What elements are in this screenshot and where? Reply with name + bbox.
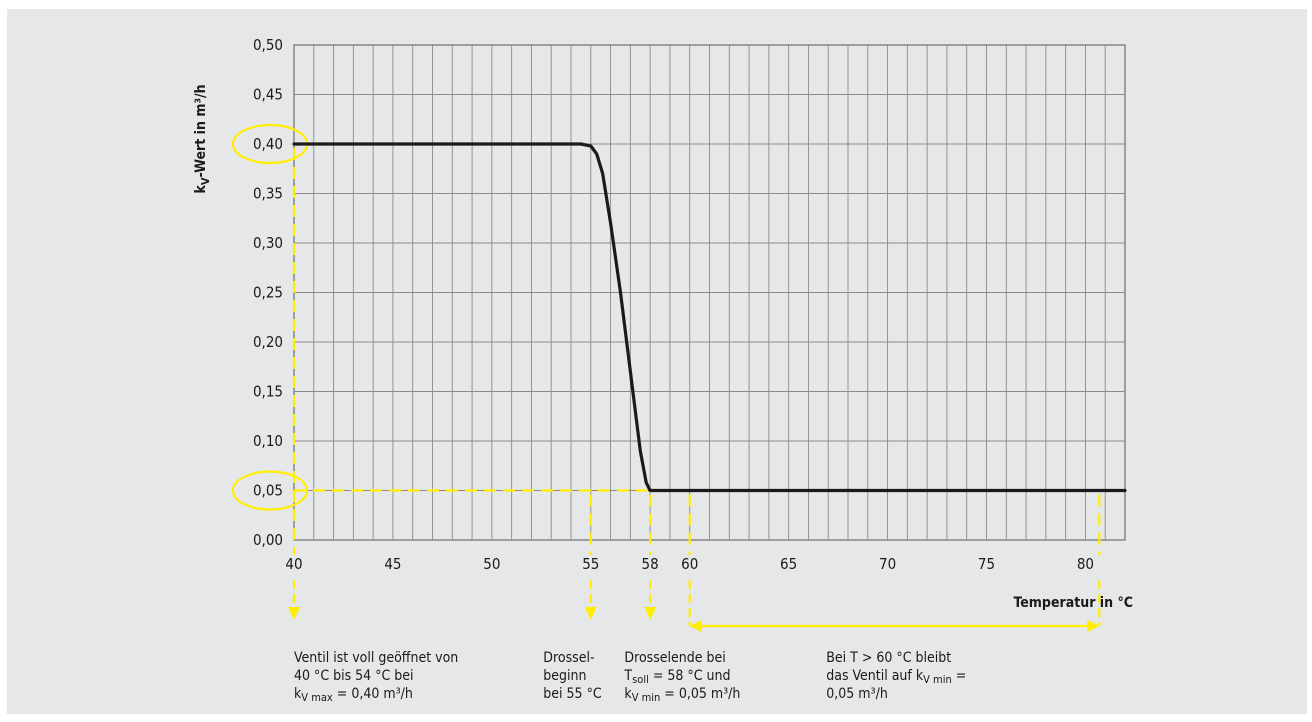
down-arrow-head <box>288 607 300 620</box>
y-tick-labels: 0,00 0,05 0,10 0,15 0,20 0,25 0,30 0,35 0,40 0,45… <box>253 36 283 549</box>
annotation-segment: beginn <box>543 668 586 684</box>
y-axis-label: kV-Wert in m³/h <box>193 84 212 193</box>
annotation-segment: Drosselende bei <box>624 650 725 666</box>
down-arrow-head <box>584 607 597 620</box>
annotation-segment: = <box>952 668 967 684</box>
annotation-segment: das Ventil auf k <box>826 668 924 684</box>
x-tick-label: 65 <box>780 555 797 573</box>
x-tick-label: 45 <box>384 555 401 573</box>
x-tick-label: 50 <box>483 555 500 573</box>
annotation-segment: = 58 °C und <box>649 668 731 684</box>
annotation-segment: Drossel- <box>543 650 594 666</box>
annotation-text: Ventil ist voll geöffnet von 40 °C bis 54… <box>294 650 458 704</box>
y-tick-label: 0,35 <box>253 185 283 203</box>
x-axis-label: Temperatur in °C <box>1014 595 1133 611</box>
annotation-segment: bei 55 °C <box>543 686 602 702</box>
y-axis-label-sub: V <box>199 177 212 185</box>
x-tick-label: 70 <box>879 555 896 573</box>
kv-curve <box>292 142 1127 493</box>
annotation-segment: T <box>623 668 632 684</box>
highlight-circle <box>231 470 309 511</box>
chart-panel: 0,00 0,05 0,10 0,15 0,20 0,25 0,30 0,35 0,40 0,45… <box>7 9 1307 714</box>
y-tick-label: 0,50 <box>253 36 283 54</box>
annotation-segment: 40 °C bis 54 °C bei <box>294 668 414 684</box>
y-tick-label: 0,30 <box>253 234 283 252</box>
y-tick-label: 0,00 <box>253 531 283 549</box>
y-tick-label: 0,25 <box>253 284 283 302</box>
x-tick-label: 80 <box>1077 555 1094 573</box>
highlight-overlay <box>231 123 1101 632</box>
range-arrow-head-left <box>689 620 702 632</box>
range-arrow-head-right <box>1087 620 1100 632</box>
annotation-subscript: soll <box>632 673 649 686</box>
annotation-segment: Bei T > 60 °C bleibt <box>826 650 951 666</box>
annotation-segment: 0,05 m³/h <box>826 686 888 702</box>
annotation-segment: = 0,40 m³/h <box>333 686 413 702</box>
annotation-text: Drosselende bei Tsoll = 58 °C und kV min =… <box>623 650 740 704</box>
y-axis-label-rest: -Wert in m³/h <box>193 84 209 177</box>
x-tick-label: 40 <box>285 555 302 573</box>
y-tick-label: 0,15 <box>253 383 283 401</box>
grid <box>293 44 1126 541</box>
annotation-segment: k <box>294 686 302 702</box>
x-tick-labels: 40 45 50 55 58 60 65 70 75 80 <box>285 555 1094 573</box>
annotations: Ventil ist voll geöffnet von 40 °C bis 54… <box>294 650 966 704</box>
x-tick-label: 55 <box>582 555 599 573</box>
annotation-text: Bei T > 60 °C bleibt das Ventil auf kV mi… <box>826 650 966 702</box>
annotation-segment: Ventil ist voll geöffnet von <box>294 650 458 666</box>
y-tick-label: 0,40 <box>253 135 283 153</box>
kv-temperature-chart: 0,00 0,05 0,10 0,15 0,20 0,25 0,30 0,35 0,40 0,45… <box>193 36 1133 704</box>
annotation-subscript: V min <box>923 673 952 686</box>
annotation-text: Drossel-beginn bei 55 °C <box>543 650 602 702</box>
annotation-segment: = 0,05 m³/h <box>660 686 740 702</box>
x-tick-label: 58 <box>642 555 659 573</box>
x-tick-label: 75 <box>978 555 995 573</box>
x-tick-label: 60 <box>681 555 698 573</box>
annotation-subscript: V max <box>301 691 333 704</box>
y-tick-label: 0,10 <box>253 432 283 450</box>
y-tick-label: 0,05 <box>253 482 283 500</box>
down-arrow-head <box>644 607 657 620</box>
y-tick-label: 0,45 <box>253 86 283 104</box>
annotation-segment: k <box>624 686 632 702</box>
y-axis-label-main: k <box>193 185 209 194</box>
annotation-subscript: V min <box>632 691 661 704</box>
series-layer <box>292 142 1127 493</box>
y-tick-label: 0,20 <box>253 333 283 351</box>
